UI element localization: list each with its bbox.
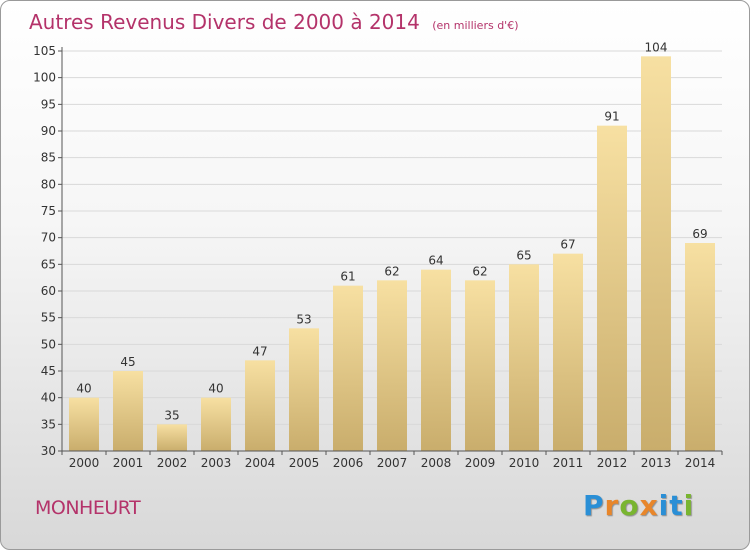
x-tick-label: 2004 [245,456,276,470]
y-tick-label: 30 [41,444,56,458]
data-label: 62 [384,264,399,278]
bar [113,371,143,451]
x-tick-label: 2000 [69,456,100,470]
y-tick-label: 65 [41,257,56,271]
x-tick-label: 2003 [201,456,232,470]
x-tick-label: 2011 [553,456,584,470]
data-label: 45 [120,355,135,369]
y-tick-label: 100 [33,71,56,85]
y-tick-label: 80 [41,177,56,191]
y-tick-label: 85 [41,151,56,165]
x-tick-label: 2013 [641,456,672,470]
bar [685,243,715,451]
bar [597,125,627,452]
y-tick-label: 90 [41,124,56,138]
bar [333,285,363,451]
data-label: 53 [296,312,311,326]
x-tick-label: 2009 [465,456,496,470]
axes: 30 35 40 45 50 55 60 65 70 75 80 85 90 95 100 105 2000 20… [33,44,723,470]
chart-title: Autres Revenus Divers de 2000 à 2014 (en… [29,10,519,34]
bar [377,280,407,451]
bar [509,264,539,451]
x-tick-label: 2008 [421,456,452,470]
place-name: MONHEURT [35,497,141,519]
y-tick-label: 35 [41,417,56,431]
brand-logo-letter: t [669,489,684,522]
brand-logo-letter: r [604,489,620,522]
data-label: 91 [604,110,619,124]
brand-logo-letter: P [583,489,605,522]
data-label: 65 [516,248,531,262]
y-tick-label: 60 [41,284,56,298]
data-label: 61 [340,270,355,284]
y-tick-label: 40 [41,391,56,405]
x-tick-label: 2005 [289,456,320,470]
chart-unit: (en milliers d'€) [432,19,519,32]
x-tick-label: 2001 [113,456,144,470]
data-label: 69 [692,227,707,241]
x-tick-label: 2010 [509,456,540,470]
data-label: 35 [164,408,179,422]
bar [157,424,187,451]
y-tick-label: 50 [41,337,56,351]
y-tick-label: 55 [41,311,56,325]
data-label: 104 [645,40,668,54]
data-label: 47 [252,344,267,358]
data-labels: 40 45 35 40 47 53 61 62 64 62 65 67 91 104 69 [76,40,707,422]
bar [245,360,275,451]
y-tick-label: 75 [41,204,56,218]
brand-logo: Proxiti [583,489,694,522]
x-tick-label: 2002 [157,456,188,470]
data-label: 40 [76,382,91,396]
brand-logo-letter: i [683,489,695,522]
x-tick-label: 2007 [377,456,408,470]
brand-logo-letter: i [658,489,670,522]
x-tick-label: 2012 [597,456,628,470]
bar [69,397,99,451]
data-label: 64 [428,254,443,268]
brand-logo-letter: o [619,489,640,522]
bar [421,269,451,451]
y-tick-label: 95 [41,97,56,111]
bar [553,253,583,451]
x-tick-label: 2014 [685,456,716,470]
brand-logo-letter: x [639,489,659,522]
bar [641,56,671,451]
bar [201,397,231,451]
bars [69,56,715,452]
y-tick-label: 105 [33,44,56,58]
y-tick-label: 70 [41,231,56,245]
bar [289,328,319,451]
y-tick-label: 45 [41,364,56,378]
x-tick-label: 2006 [333,456,364,470]
data-label: 62 [472,264,487,278]
data-label: 67 [560,238,575,252]
data-label: 40 [208,382,223,396]
chart-title-text: Autres Revenus Divers de 2000 à 2014 [29,10,420,34]
bar [465,280,495,451]
